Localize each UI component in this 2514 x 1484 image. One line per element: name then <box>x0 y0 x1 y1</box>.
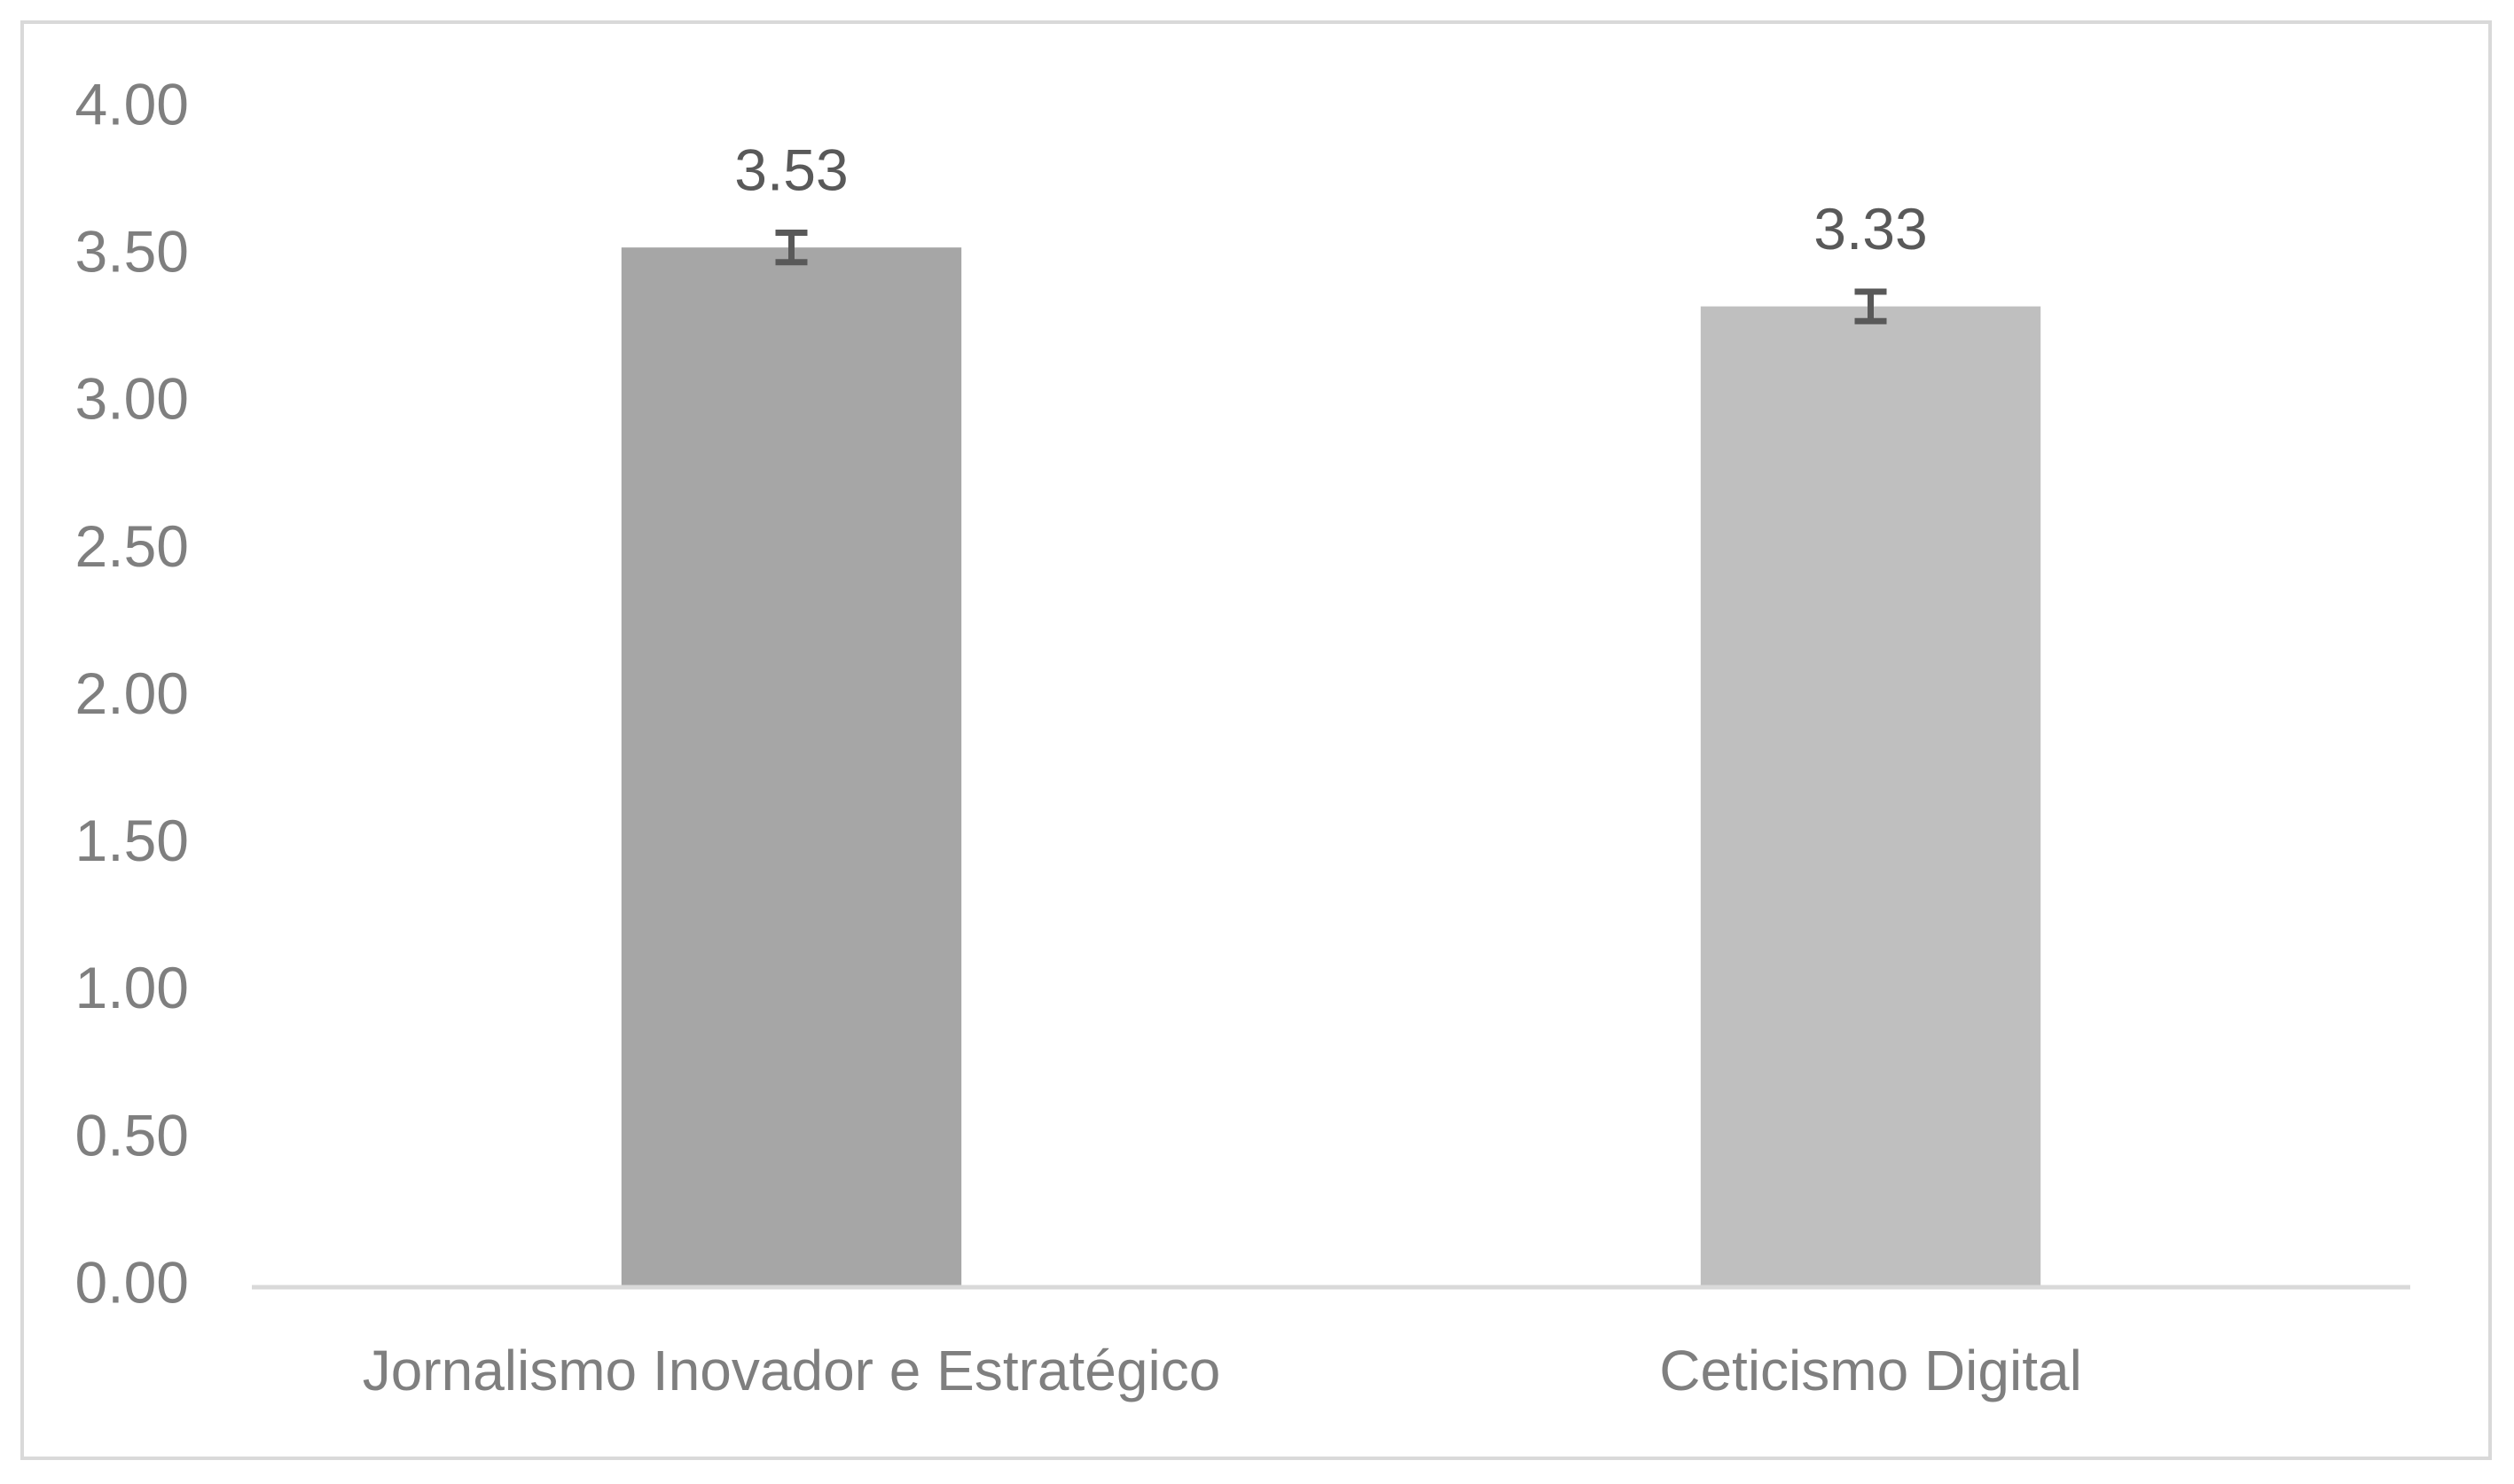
y-tick-label: 4.00 <box>75 71 189 137</box>
chart-border <box>20 20 2492 1460</box>
x-tick-label: Ceticismo Digital <box>1659 1339 2082 1402</box>
error-bar <box>775 230 808 266</box>
y-tick-label: 3.00 <box>75 366 189 432</box>
y-tick-label: 1.00 <box>75 955 189 1020</box>
y-tick-label: 3.50 <box>75 219 189 285</box>
y-tick-label: 2.50 <box>75 513 189 579</box>
bar <box>1700 306 2041 1287</box>
y-tick-label: 0.00 <box>75 1249 189 1315</box>
y-tick-label: 0.50 <box>75 1102 189 1168</box>
y-tick-label: 2.00 <box>75 660 189 726</box>
y-tick-label: 1.50 <box>75 808 189 873</box>
data-label: 3.53 <box>734 137 848 203</box>
x-tick-label: Jornalismo Inovador e Estratégico <box>363 1339 1221 1402</box>
bar <box>621 247 962 1288</box>
data-label: 3.33 <box>1813 196 1927 262</box>
error-bar <box>1854 288 1887 324</box>
